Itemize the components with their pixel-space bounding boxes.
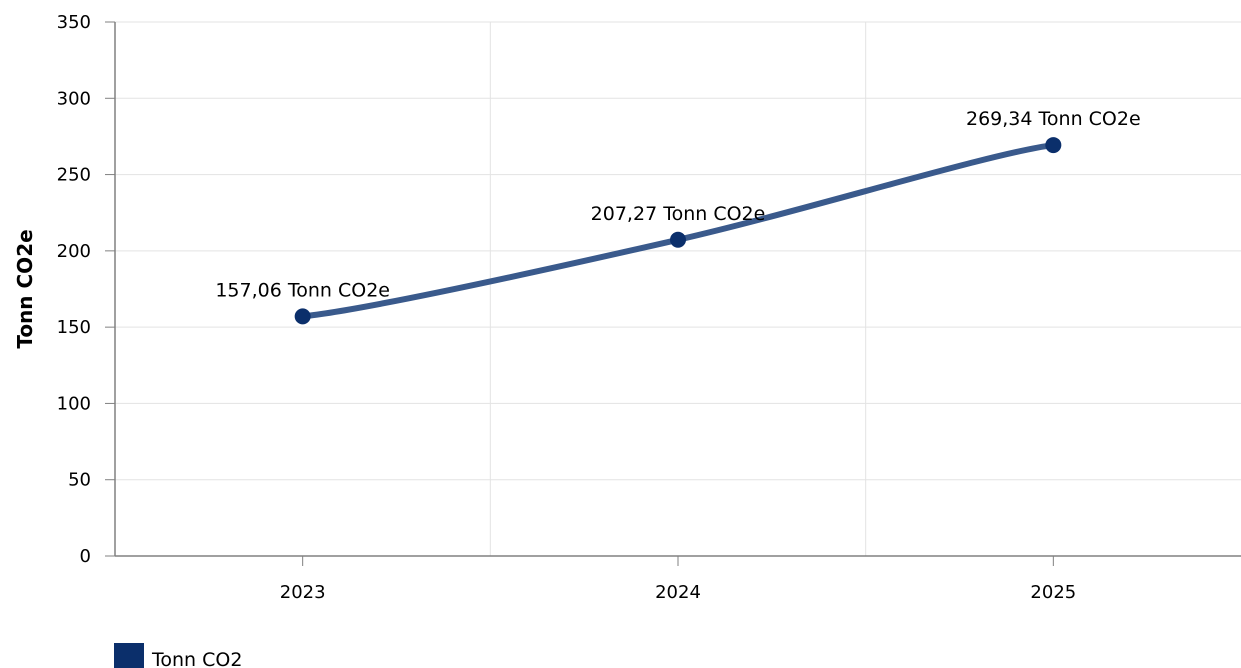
y-tick-label: 300 — [57, 88, 91, 109]
data-label: 207,27 Tonn CO2e — [591, 203, 766, 225]
axes: 0 50 100 150 200 250 300 350 2023 2024 2025 — [57, 12, 1241, 603]
series — [294, 137, 1062, 325]
y-tick-label: 0 — [80, 546, 91, 567]
x-tick-label: 2025 — [1030, 582, 1076, 603]
legend[interactable]: Tonn CO2 — [114, 643, 242, 668]
y-axis-title: Tonn CO2e — [13, 229, 37, 348]
y-tick-label: 200 — [57, 241, 91, 262]
data-point[interactable] — [670, 231, 686, 248]
x-tick-label: 2024 — [655, 582, 701, 603]
data-point[interactable] — [1045, 137, 1062, 154]
legend-label[interactable]: Tonn CO2 — [151, 649, 242, 668]
grid-lines — [115, 21, 1241, 556]
y-tick-label: 150 — [57, 317, 91, 338]
data-point[interactable] — [294, 308, 311, 325]
y-tick-label: 100 — [57, 393, 91, 414]
y-tick-label: 350 — [57, 12, 91, 33]
x-tick-label: 2023 — [280, 582, 326, 603]
y-tick-label: 50 — [68, 470, 91, 491]
data-label: 269,34 Tonn CO2e — [966, 108, 1141, 130]
y-tick-label: 250 — [57, 165, 91, 186]
data-labels: 157,06 Tonn CO2e 207,27 Tonn CO2e 269,34 T… — [215, 108, 1140, 301]
legend-swatch[interactable] — [114, 643, 144, 668]
series-line — [299, 142, 1057, 320]
data-label: 157,06 Tonn CO2e — [215, 279, 390, 301]
